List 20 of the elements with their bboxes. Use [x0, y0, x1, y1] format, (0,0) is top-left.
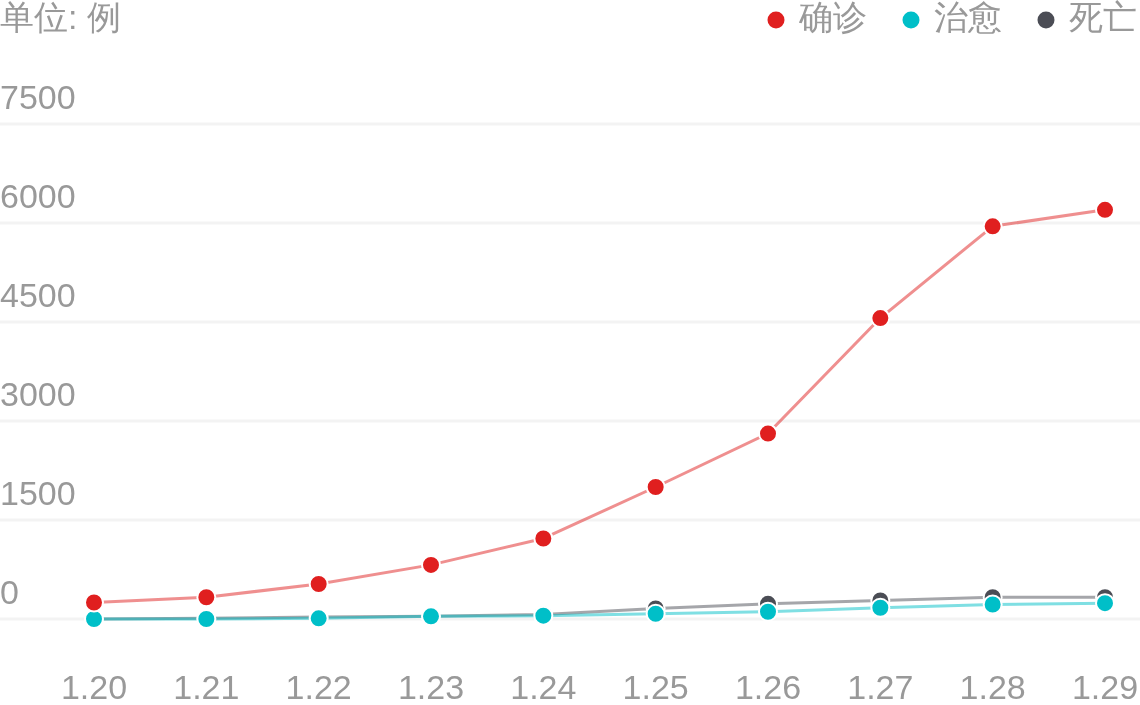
x-tick-label: 1.24: [510, 667, 577, 705]
legend-label: 确诊: [798, 0, 867, 37]
y-tick-label: 7500: [0, 78, 76, 117]
legend-label: 死亡: [1069, 0, 1137, 37]
x-tick-label: 1.28: [959, 667, 1026, 705]
y-tick-label: 3000: [0, 375, 76, 414]
x-tick-label: 1.20: [60, 667, 128, 705]
y-tick-label: 0: [0, 573, 19, 612]
legend-label: 治愈: [934, 0, 1002, 37]
x-tick-label: 1.26: [734, 667, 802, 705]
x-tick-label: 1.27: [847, 667, 914, 705]
y-tick-label: 4500: [0, 276, 76, 315]
x-tick-label: 1.21: [173, 667, 240, 705]
y-tick-label: 1500: [0, 474, 76, 513]
x-tick-label: 1.22: [285, 667, 352, 705]
y-tick-label: 6000: [0, 177, 76, 216]
x-tick-label: 1.23: [397, 667, 465, 705]
x-tick-label: 1.29: [1071, 667, 1139, 705]
y-axis-title: 单位: 例: [0, 0, 121, 37]
x-tick-label: 1.25: [622, 667, 689, 705]
